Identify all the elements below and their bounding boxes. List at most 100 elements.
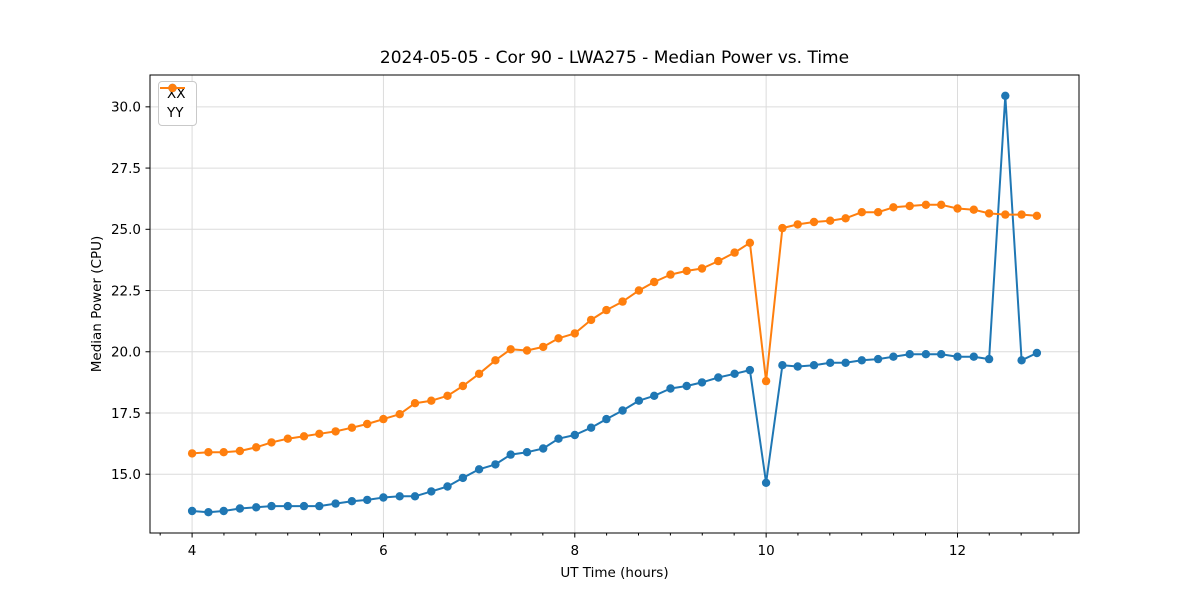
data-point	[745, 238, 755, 247]
data-point	[714, 373, 723, 382]
data-point	[905, 201, 914, 211]
data-point	[235, 446, 245, 456]
data-point	[379, 414, 388, 424]
x-axis-label: UT Time (hours)	[560, 565, 669, 581]
data-point	[984, 354, 994, 364]
data-point	[618, 406, 627, 415]
data-point	[984, 209, 994, 218]
data-point	[1032, 211, 1042, 220]
data-point	[761, 478, 771, 487]
data-point	[969, 352, 978, 361]
data-point	[570, 329, 579, 338]
tick-label-layer: 4 6 8 10 12 15.0 17.5 20.0 22.5 25.0 27.5 30.0	[111, 100, 966, 559]
x-tick-label: 6	[379, 543, 388, 559]
data-point	[347, 423, 357, 432]
data-point	[873, 208, 883, 217]
data-point	[586, 423, 596, 432]
data-point	[187, 449, 197, 458]
y-tick-label: 30.0	[111, 100, 141, 116]
data-point	[379, 493, 388, 502]
data-point	[331, 499, 340, 508]
y-tick-label: 20.0	[111, 345, 141, 361]
series-line-yy	[192, 203, 1037, 455]
y-tick-label: 15.0	[111, 467, 141, 483]
x-tick-label: 8	[570, 543, 579, 559]
data-point	[363, 495, 372, 505]
x-tick-label: 10	[758, 543, 775, 559]
data-point	[1001, 91, 1010, 101]
data-point	[937, 200, 946, 209]
data-point	[809, 361, 819, 370]
data-point	[602, 305, 611, 315]
y-tick-label: 17.5	[111, 406, 141, 422]
legend: XX YY	[158, 81, 197, 126]
data-point	[873, 354, 883, 364]
data-point	[491, 460, 500, 469]
data-point	[1001, 210, 1010, 219]
data-point	[1017, 210, 1026, 219]
data-point	[347, 497, 357, 506]
data-point	[427, 487, 436, 496]
data-point	[539, 444, 548, 453]
y-tick-label: 22.5	[111, 283, 141, 299]
data-point	[889, 352, 898, 361]
data-point	[204, 508, 213, 517]
data-point	[1032, 348, 1042, 358]
series-line-xx	[192, 94, 1038, 514]
data-point	[602, 414, 611, 424]
data-point	[252, 503, 261, 512]
data-point	[443, 391, 452, 400]
data-point	[650, 277, 659, 287]
data-point	[714, 256, 723, 266]
data-point	[953, 204, 962, 213]
data-point	[937, 350, 946, 359]
data-point	[809, 217, 819, 227]
data-point	[299, 501, 309, 511]
data-point	[570, 430, 579, 440]
data-point	[443, 482, 452, 491]
tick-layer	[145, 106, 1054, 538]
data-point	[187, 506, 197, 516]
legend-swatch-yy-icon	[160, 83, 185, 93]
data-point	[315, 429, 324, 438]
data-point	[491, 356, 500, 365]
legend-item-yy: YY	[160, 83, 186, 121]
data-point	[219, 506, 228, 516]
data-point	[363, 419, 372, 429]
data-point	[235, 504, 245, 513]
data-point	[666, 384, 675, 393]
data-point	[410, 492, 420, 501]
data-point	[506, 345, 515, 354]
data-point	[745, 365, 755, 375]
data-point	[841, 214, 850, 223]
y-axis-label: Median Power (CPU)	[89, 235, 105, 373]
data-point	[682, 266, 691, 276]
data-point	[618, 297, 627, 306]
data-point	[458, 381, 468, 391]
data-point	[730, 248, 739, 257]
data-point	[634, 396, 644, 405]
data-series-xx	[187, 91, 1042, 517]
data-point	[793, 220, 802, 229]
data-point	[650, 391, 659, 400]
data-point	[586, 315, 596, 325]
data-point	[921, 200, 931, 209]
data-point	[778, 361, 787, 370]
data-point	[634, 286, 644, 295]
data-point	[682, 381, 691, 391]
legend-label-yy: YY	[167, 105, 184, 121]
data-point	[761, 376, 771, 386]
data-point	[539, 342, 548, 352]
data-point	[474, 369, 484, 378]
x-tick-label: 12	[949, 543, 966, 559]
data-point	[395, 410, 404, 419]
data-point	[841, 358, 850, 367]
data-point	[554, 334, 563, 343]
chart-title: 2024-05-05 - Cor 90 - LWA275 - Median Po…	[379, 48, 850, 68]
data-point	[889, 203, 898, 212]
data-point	[267, 438, 276, 447]
data-point	[697, 264, 707, 273]
data-point	[921, 350, 931, 359]
data-point	[219, 448, 228, 457]
